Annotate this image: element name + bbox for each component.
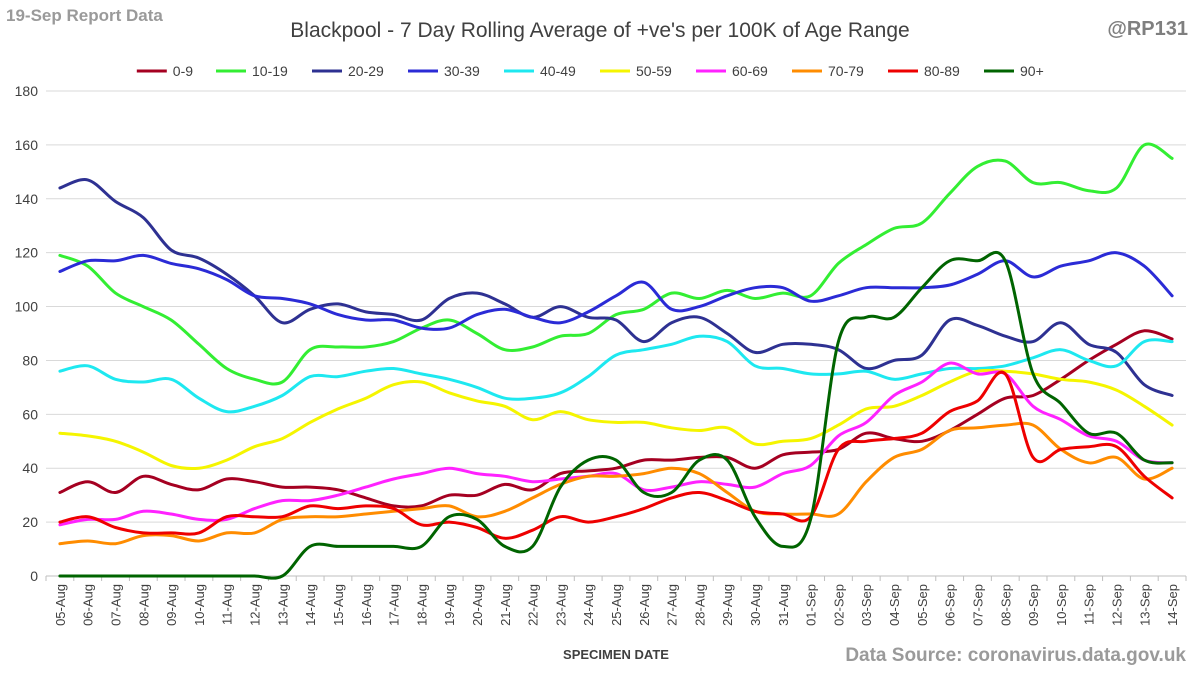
data-source-label: Data Source: coronavirus.data.gov.uk: [845, 645, 1186, 666]
legend-item-20-29: 20-29: [312, 63, 384, 79]
x-tick-label: 23-Aug: [553, 584, 568, 626]
x-tick-label: 03-Sep: [859, 584, 874, 626]
x-axis-label: SPECIMEN DATE: [563, 647, 669, 662]
x-tick-label: 05-Sep: [915, 584, 930, 626]
y-tick-label: 20: [22, 514, 38, 530]
x-tick-label: 13-Sep: [1137, 584, 1152, 626]
series-line-40-49: [58, 334, 1174, 414]
legend-label: 50-59: [636, 63, 672, 79]
x-tick-label: 11-Aug: [220, 584, 235, 625]
y-tick-label: 120: [15, 245, 39, 261]
x-tick-label: 09-Aug: [164, 584, 179, 626]
legend-label: 20-29: [348, 63, 384, 79]
series-lines: [58, 142, 1174, 580]
x-tick-label: 26-Aug: [637, 584, 652, 626]
x-tick-label: 13-Aug: [275, 584, 290, 626]
x-tick-label: 25-Aug: [609, 584, 624, 626]
legend: 0-9 10-19 20-29 30-39 40-49 50-59 60-69 70-79 80…: [136, 63, 1044, 79]
x-tick-label: 19-Aug: [442, 584, 457, 626]
x-tick-label: 06-Sep: [943, 584, 958, 626]
x-tick-label: 28-Aug: [692, 584, 707, 626]
chart-title: Blackpool - 7 Day Rolling Average of +ve…: [290, 19, 909, 42]
x-tick-label: 14-Aug: [303, 584, 318, 626]
legend-label: 90+: [1020, 63, 1044, 79]
legend-item-10-19: 10-19: [216, 63, 288, 79]
x-tick-label: 02-Sep: [831, 584, 846, 626]
y-tick-label: 60: [22, 406, 38, 422]
y-tick-label: 100: [15, 299, 39, 315]
legend-label: 30-39: [444, 63, 480, 79]
x-tick-label: 01-Sep: [804, 584, 819, 626]
x-tick-label: 12-Aug: [248, 584, 263, 626]
legend-label: 70-79: [828, 63, 864, 79]
x-tick-label: 20-Aug: [470, 584, 485, 626]
legend-item-50-59: 50-59: [600, 63, 672, 79]
series-line-90+: [58, 251, 1174, 580]
y-tick-label: 80: [22, 352, 38, 368]
x-tick-label: 31-Aug: [776, 584, 791, 626]
x-tick-label: 15-Aug: [331, 584, 346, 626]
x-tick-label: 29-Aug: [720, 584, 735, 626]
series-line-0-9: [58, 329, 1174, 509]
x-tick-label: 08-Aug: [136, 584, 151, 626]
legend-label: 60-69: [732, 63, 768, 79]
series-line-60-69: [58, 361, 1174, 527]
y-axis-ticks: 0 20 40 60 80 100 120 140 160 180: [15, 83, 39, 584]
legend-item-40-49: 40-49: [504, 63, 576, 79]
legend-item-0-9: 0-9: [136, 63, 193, 79]
x-tick-label: 21-Aug: [498, 584, 513, 626]
x-tick-label: 06-Aug: [81, 584, 96, 626]
series-line-10-19: [58, 142, 1174, 386]
legend-item-90+: 90+: [984, 63, 1044, 79]
x-tick-label: 17-Aug: [387, 584, 402, 626]
x-tick-label: 27-Aug: [665, 584, 680, 626]
y-tick-label: 180: [15, 83, 39, 99]
x-tick-label: 22-Aug: [526, 584, 541, 626]
x-tick-label: 10-Aug: [192, 584, 207, 626]
x-tick-label: 12-Sep: [1109, 584, 1124, 626]
legend-item-60-69: 60-69: [696, 63, 768, 79]
x-tick-label: 09-Sep: [1026, 584, 1041, 626]
gridlines: [46, 90, 1186, 577]
x-tick-label: 05-Aug: [53, 584, 68, 626]
legend-item-70-79: 70-79: [792, 63, 864, 79]
legend-label: 10-19: [252, 63, 288, 79]
legend-item-30-39: 30-39: [408, 63, 480, 79]
report-date-label: 19-Sep Report Data: [6, 6, 163, 25]
x-tick-label: 18-Aug: [414, 584, 429, 626]
series-line-20-29: [58, 178, 1174, 397]
x-tick-label: 07-Sep: [970, 584, 985, 626]
series-line-50-59: [58, 368, 1174, 471]
x-tick-label: 07-Aug: [109, 584, 124, 626]
legend-label: 80-89: [924, 63, 960, 79]
series-line-70-79: [58, 421, 1174, 546]
x-tick-label: 24-Aug: [581, 584, 596, 626]
x-tick-label: 08-Sep: [998, 584, 1013, 626]
y-tick-label: 160: [15, 137, 39, 153]
x-tick-label: 04-Sep: [887, 584, 902, 626]
y-tick-label: 140: [15, 191, 39, 207]
x-tick-label: 10-Sep: [1054, 584, 1069, 626]
series-line-80-89: [58, 370, 1174, 540]
y-tick-label: 40: [22, 460, 38, 476]
x-tick-label: 11-Sep: [1082, 584, 1097, 625]
x-tick-label: 14-Sep: [1165, 584, 1180, 626]
legend-label: 0-9: [173, 63, 193, 79]
author-handle: @RP131: [1107, 18, 1188, 40]
legend-label: 40-49: [540, 63, 576, 79]
y-tick-label: 0: [30, 568, 38, 584]
series-line-30-39: [58, 251, 1174, 331]
x-tick-label: 30-Aug: [748, 584, 763, 626]
legend-item-80-89: 80-89: [888, 63, 960, 79]
x-tick-label: 16-Aug: [359, 584, 374, 626]
x-axis-ticks: 05-Aug 06-Aug 07-Aug 08-Aug 09-Aug 10-Aug 11-A…: [45, 576, 1187, 626]
